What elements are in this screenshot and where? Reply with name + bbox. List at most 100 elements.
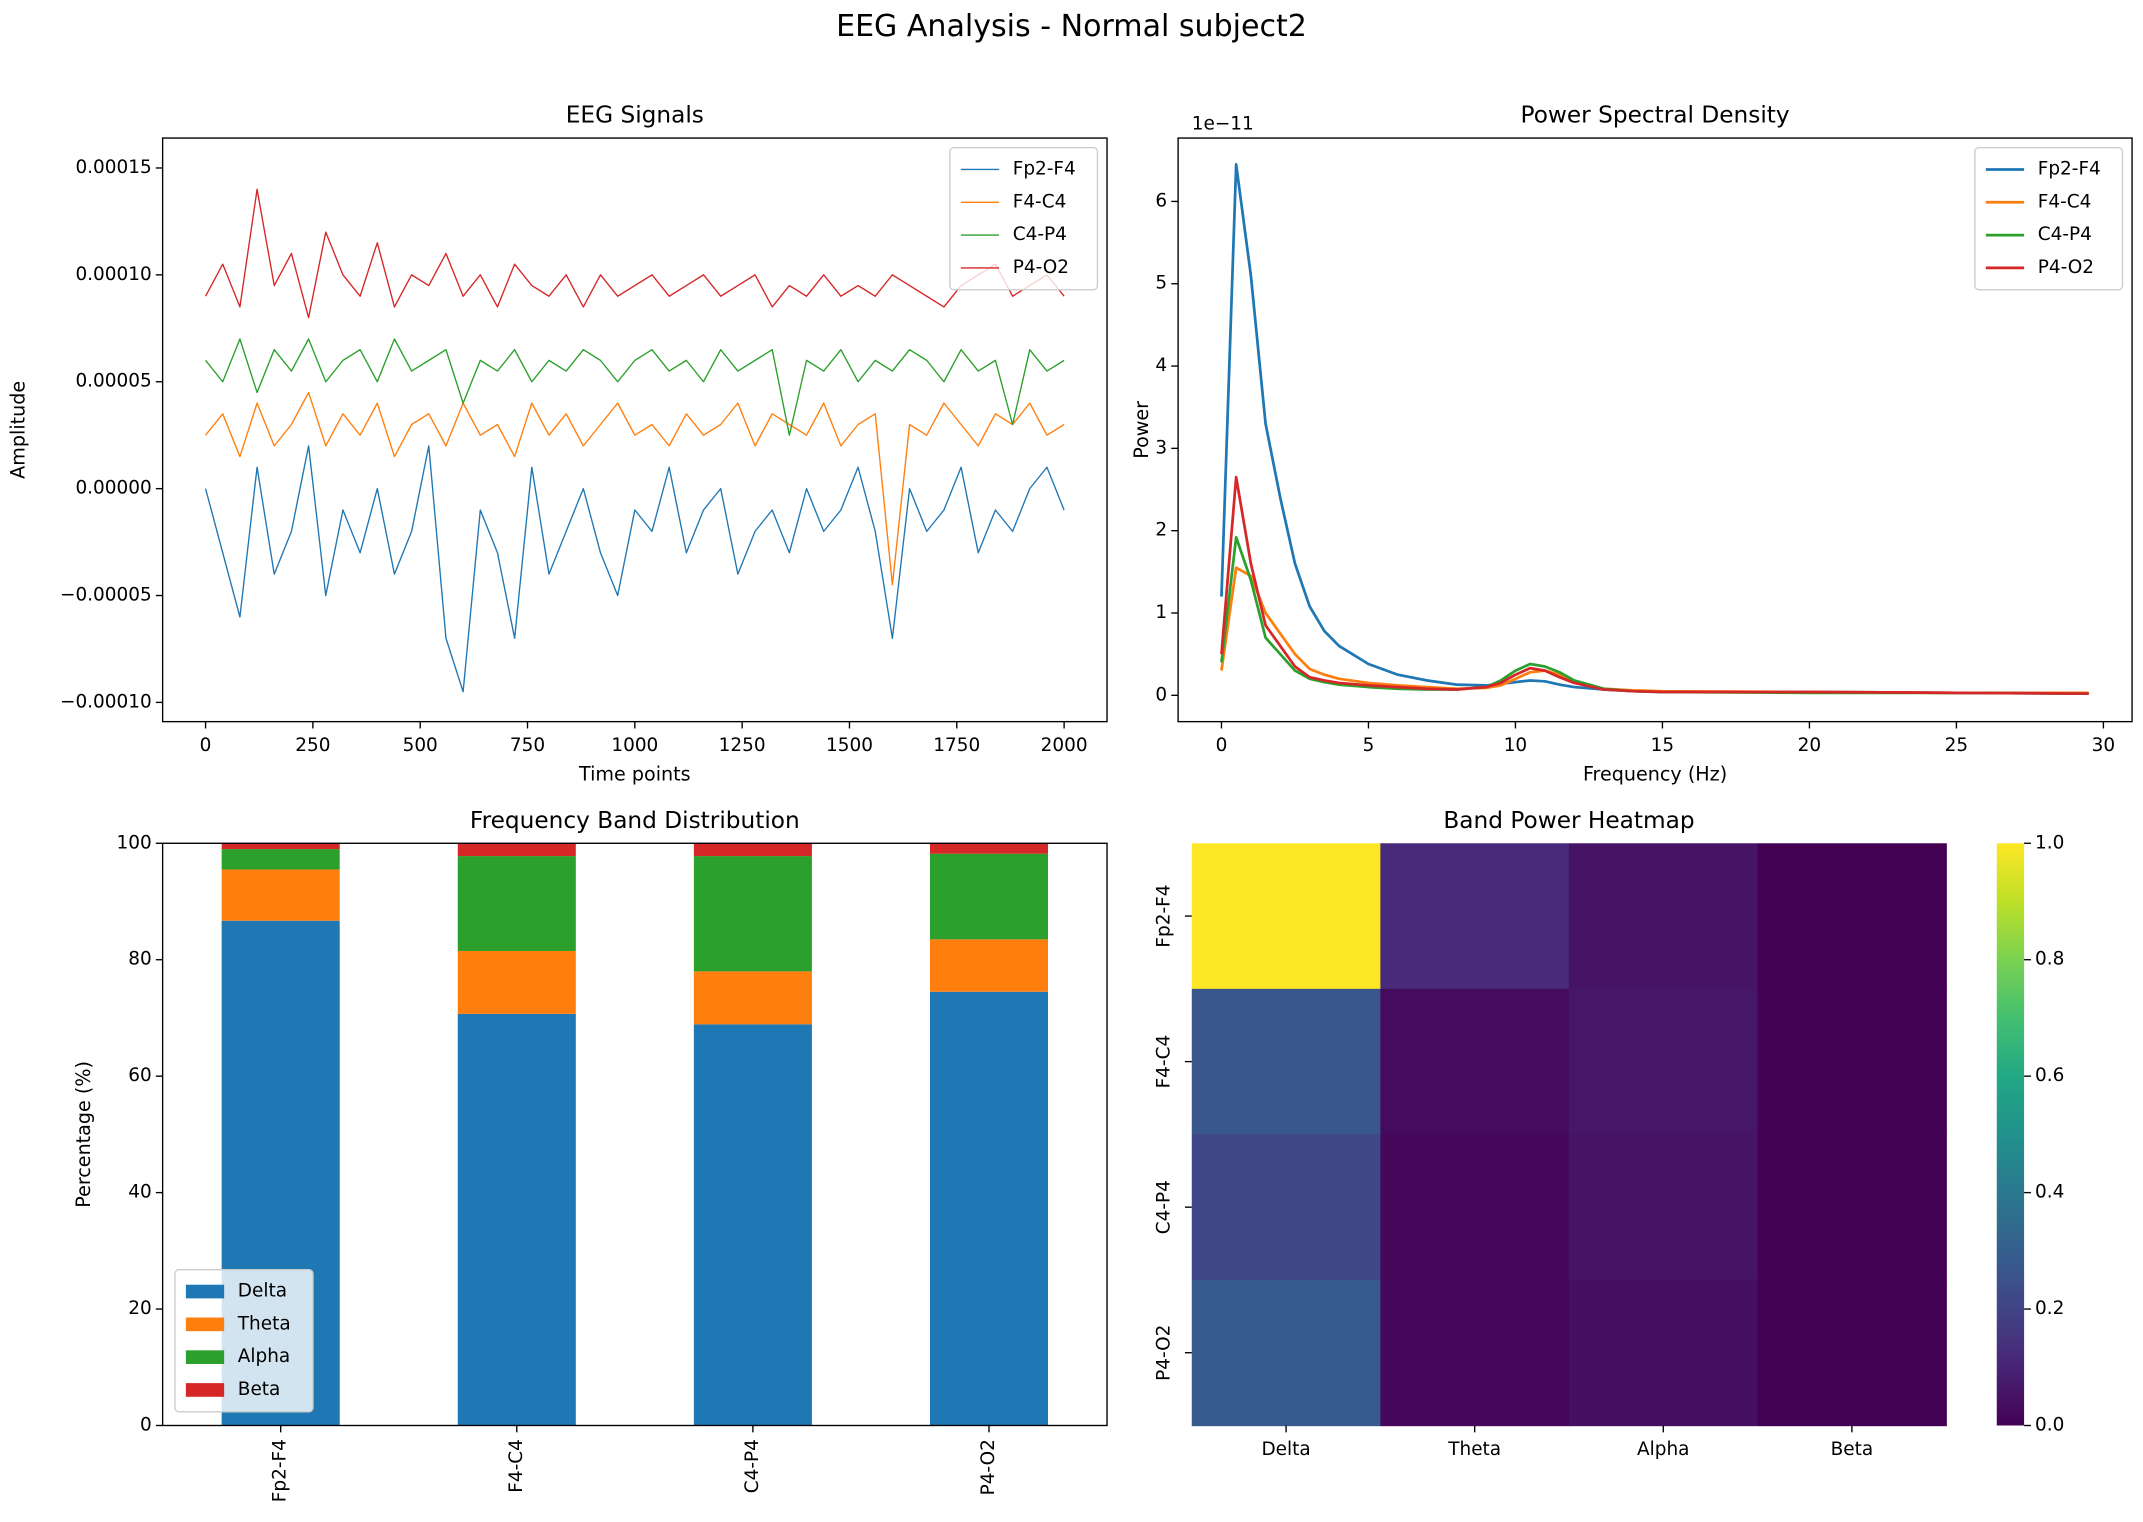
x-tick-label: 10 (1504, 735, 1527, 756)
axis-offset-label: 1e−11 (1192, 113, 1254, 134)
colorbar-tick-label: 0.6 (2035, 1065, 2064, 1086)
x-tick-label: C4-P4 (742, 1439, 763, 1493)
heatmap-cell (1191, 843, 1382, 990)
y-tick-label: 0 (140, 1414, 152, 1435)
x-tick-label: 500 (403, 735, 438, 756)
x-tick-label: 250 (295, 735, 330, 756)
x-tick-label: Alpha (1637, 1439, 1689, 1460)
y-tick-label: 60 (128, 1065, 151, 1086)
bar-segment (457, 843, 576, 857)
series-line (205, 391, 1065, 586)
legend-swatch (185, 1383, 225, 1397)
x-tick-label: Beta (1831, 1439, 1874, 1460)
x-tick-label: 30 (2092, 735, 2115, 756)
bar-segment (221, 869, 340, 921)
x-tick-label: 15 (1651, 735, 1674, 756)
colorbar (1996, 843, 2025, 1426)
y-tick-label: 0 (1155, 684, 1167, 705)
heatmap-cell (1757, 843, 1947, 990)
heatmap-cell (1568, 988, 1759, 1136)
legend-label: Delta (238, 1281, 287, 1302)
heatmap-cell (1757, 1279, 1947, 1427)
legend-swatch (185, 1284, 225, 1299)
bar-segment (693, 971, 812, 1025)
x-tick-label: 1750 (933, 735, 980, 756)
heatmap-cell (1380, 1134, 1570, 1281)
y-tick-label: 0.00000 (75, 478, 151, 499)
subplot-title: Band Power Heatmap (1443, 807, 1694, 834)
x-tick-label: Theta (1447, 1439, 1501, 1460)
heatmap-cell (1191, 1279, 1382, 1427)
legend-label: F4-C4 (2038, 191, 2092, 212)
axes-frame (161, 842, 1108, 1427)
x-tick-label: 0 (1216, 735, 1228, 756)
subplot-title: Frequency Band Distribution (470, 807, 800, 834)
colorbar-tick-label: 1.0 (2035, 832, 2064, 853)
legend-label: C4-P4 (1013, 224, 1067, 245)
bar-segment (221, 843, 340, 850)
y-axis-label: Amplitude (7, 381, 30, 479)
series-line (204, 445, 1065, 693)
colorbar-tick-label: 0.2 (2035, 1298, 2064, 1319)
legend-box (949, 146, 1099, 291)
bar-segment (929, 939, 1049, 992)
colorbar-tick-label: 0.0 (2035, 1414, 2064, 1435)
colorbar-tick-label: 0.8 (2035, 949, 2064, 970)
bar-segment (693, 856, 812, 972)
heatmap-cell (1568, 1279, 1759, 1427)
heatmap-cell (1380, 843, 1570, 990)
bar-segment (693, 1024, 812, 1426)
y-tick-label: 4 (1155, 355, 1167, 376)
y-tick-label: 100 (117, 832, 152, 853)
y-tick-label: 80 (128, 949, 151, 970)
x-axis-label: Time points (578, 762, 691, 785)
x-tick-label: 1500 (826, 735, 873, 756)
legend-label: Fp2-F4 (2038, 158, 2101, 179)
legend-box (174, 1269, 314, 1413)
legend-label: P4-O2 (2038, 257, 2094, 278)
y-tick-label: 20 (128, 1298, 151, 1319)
y-tick-label: −0.00010 (60, 691, 152, 712)
x-tick-label: 0 (200, 735, 212, 756)
x-tick-label: 2000 (1041, 735, 1088, 756)
legend-label: Alpha (238, 1346, 290, 1367)
x-tick-label: Fp2-F4 (270, 1439, 291, 1502)
axes-frame (1177, 137, 2133, 723)
heatmap-cell (1380, 1279, 1570, 1427)
y-tick-label: 0.00015 (75, 157, 151, 178)
bar-segment (457, 950, 576, 1014)
legend-label: P4-O2 (1013, 257, 1069, 278)
y-tick-label: F4-C4 (1153, 1035, 1174, 1089)
bar-segment (693, 843, 812, 857)
x-tick-label: 750 (510, 735, 545, 756)
bar-segment (457, 856, 576, 951)
heatmap-cell (1191, 988, 1382, 1136)
heatmap-cell (1757, 1134, 1947, 1281)
legend-label: C4-P4 (2038, 224, 2092, 245)
x-tick-label: F4-C4 (506, 1439, 527, 1493)
heatmap-cell (1568, 1134, 1759, 1281)
axes-frame (161, 137, 1108, 723)
y-tick-label: 6 (1155, 190, 1167, 211)
series-line (204, 188, 1065, 319)
series-line (1220, 475, 2089, 696)
heatmap-cell (1191, 1134, 1382, 1281)
heatmap-cell (1757, 988, 1947, 1136)
legend-label: Theta (237, 1313, 291, 1334)
legend-swatch (185, 1317, 225, 1332)
y-tick-label: 1 (1155, 602, 1167, 623)
x-axis-label: Frequency (Hz) (1583, 762, 1727, 785)
subplot-title: EEG Signals (566, 102, 704, 129)
legend-label: Fp2-F4 (1013, 158, 1076, 179)
y-tick-label: Fp2-F4 (1153, 885, 1174, 948)
x-tick-label: Delta (1261, 1439, 1310, 1460)
y-tick-label: 5 (1155, 273, 1167, 294)
y-tick-label: C4-P4 (1153, 1180, 1174, 1234)
subplot-title: Power Spectral Density (1521, 102, 1790, 129)
y-tick-label: 0.00010 (75, 264, 151, 285)
series-line (205, 338, 1065, 436)
figure-title: EEG Analysis - Normal subject2 (836, 9, 1307, 44)
y-axis-label: Percentage (%) (72, 1061, 95, 1208)
y-tick-label: 2 (1155, 520, 1167, 541)
